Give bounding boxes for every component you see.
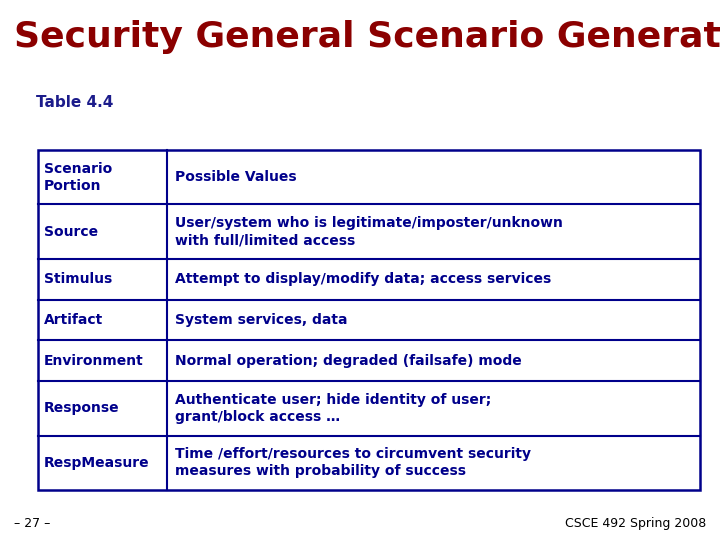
Text: Attempt to display/modify data; access services: Attempt to display/modify data; access s… [175,272,552,286]
Text: Security General Scenario Generation: Security General Scenario Generation [14,20,720,54]
Text: Stimulus: Stimulus [44,272,112,286]
Text: Source: Source [44,225,98,239]
Bar [38,150,700,490]
Text: Table 4.4: Table 4.4 [36,95,113,110]
Text: Environment: Environment [44,354,144,368]
Text: CSCE 492 Spring 2008: CSCE 492 Spring 2008 [564,517,706,530]
Text: Response: Response [44,401,120,415]
Text: – 27 –: – 27 – [14,517,50,530]
Text: Possible Values: Possible Values [175,170,297,184]
Text: Artifact: Artifact [44,313,103,327]
Text: User/system who is legitimate/imposter/unknown
with full/limited access: User/system who is legitimate/imposter/u… [175,216,563,247]
Text: RespMeasure: RespMeasure [44,456,150,470]
Text: Authenticate user; hide identity of user;
grant/block access …: Authenticate user; hide identity of user… [175,393,491,424]
Text: Time /effort/resources to circumvent security
measures with probability of succe: Time /effort/resources to circumvent sec… [175,447,531,478]
Text: Scenario
Portion: Scenario Portion [44,161,112,193]
Text: System services, data: System services, data [175,313,348,327]
Text: Normal operation; degraded (failsafe) mode: Normal operation; degraded (failsafe) mo… [175,354,522,368]
